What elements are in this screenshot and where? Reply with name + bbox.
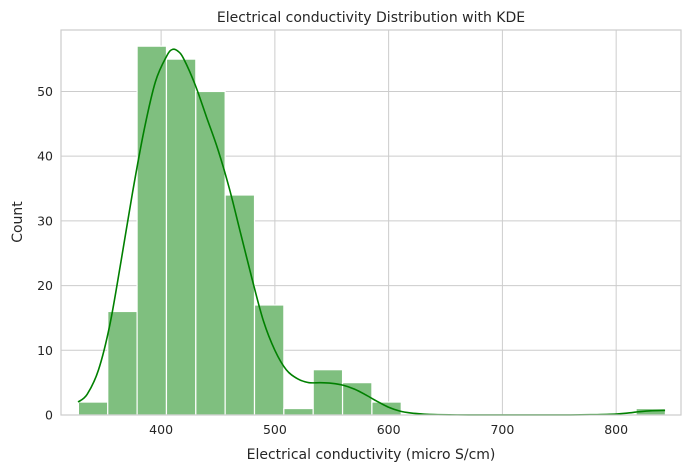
histogram-bar: [107, 310, 138, 416]
histogram-bar: [283, 407, 314, 416]
histogram-bars: [77, 45, 667, 416]
x-axis-label: Electrical conductivity (micro S/cm): [247, 447, 496, 463]
chart-title: Electrical conductivity Distribution wit…: [217, 10, 525, 26]
x-axis-ticks: 400 500 600 700 800: [149, 422, 628, 437]
y-tick-label: 40: [37, 149, 53, 164]
y-tick-label: 30: [37, 213, 53, 228]
histogram-bar: [195, 90, 226, 416]
y-axis-label: Count: [10, 201, 26, 243]
histogram-bar: [165, 58, 197, 416]
y-tick-label: 20: [37, 278, 53, 293]
x-tick-label: 600: [377, 422, 401, 437]
x-tick-label: 400: [149, 422, 173, 437]
y-tick-label: 50: [37, 84, 53, 99]
histogram-bar: [312, 369, 344, 416]
y-tick-label: 10: [37, 343, 53, 358]
x-tick-label: 700: [490, 422, 514, 437]
histogram-bar: [77, 401, 109, 416]
histogram-bar: [371, 401, 402, 416]
plot-frame: [60, 29, 682, 416]
y-axis-ticks: 0 10 20 30 40 50: [37, 84, 53, 423]
x-tick-label: 500: [263, 422, 287, 437]
histogram-bar: [341, 382, 373, 416]
x-tick-label: 800: [604, 422, 628, 437]
y-tick-label: 0: [45, 408, 53, 423]
histogram-bar: [136, 45, 168, 416]
